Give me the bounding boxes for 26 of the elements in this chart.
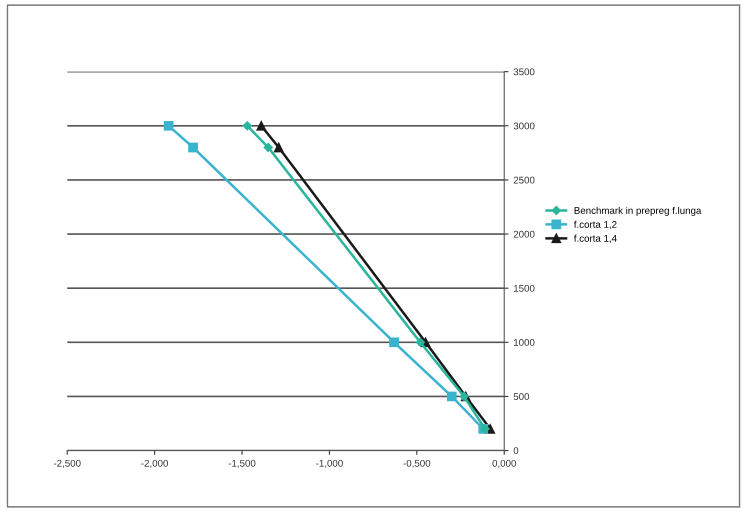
y-tick-label: 3500 bbox=[514, 68, 534, 76]
x-tick-label: 0,000 bbox=[492, 460, 516, 468]
legend-label: f.corta 1,4 bbox=[574, 234, 617, 243]
point bbox=[242, 121, 252, 130]
x-tick-label: -0,500 bbox=[403, 460, 430, 468]
y-tick-label: 0 bbox=[514, 447, 518, 454]
y-tick-label: 1500 bbox=[514, 284, 534, 292]
x-tick-label: -1,500 bbox=[228, 460, 256, 468]
y-tick-label: 1000 bbox=[514, 339, 534, 346]
x-tick-label: -1,000 bbox=[316, 460, 343, 468]
point bbox=[164, 120, 174, 131]
legend-label: f.corta 1,2 bbox=[574, 220, 617, 230]
point bbox=[389, 337, 399, 348]
x-tick-label: -2,000 bbox=[141, 460, 168, 468]
y-tick-label: 3000 bbox=[514, 122, 534, 130]
point bbox=[264, 142, 273, 152]
point bbox=[446, 392, 457, 402]
y-tick-label: 2500 bbox=[514, 176, 534, 184]
point bbox=[274, 142, 284, 152]
point bbox=[188, 142, 198, 152]
legend-label: Benchmark in prepreg f.lunga bbox=[574, 206, 702, 216]
y-tick-label: 500 bbox=[514, 393, 530, 400]
x-tick-label: -2,500 bbox=[54, 460, 81, 468]
point bbox=[416, 338, 425, 347]
point bbox=[256, 120, 266, 131]
y-tick-label: 2000 bbox=[514, 230, 534, 238]
